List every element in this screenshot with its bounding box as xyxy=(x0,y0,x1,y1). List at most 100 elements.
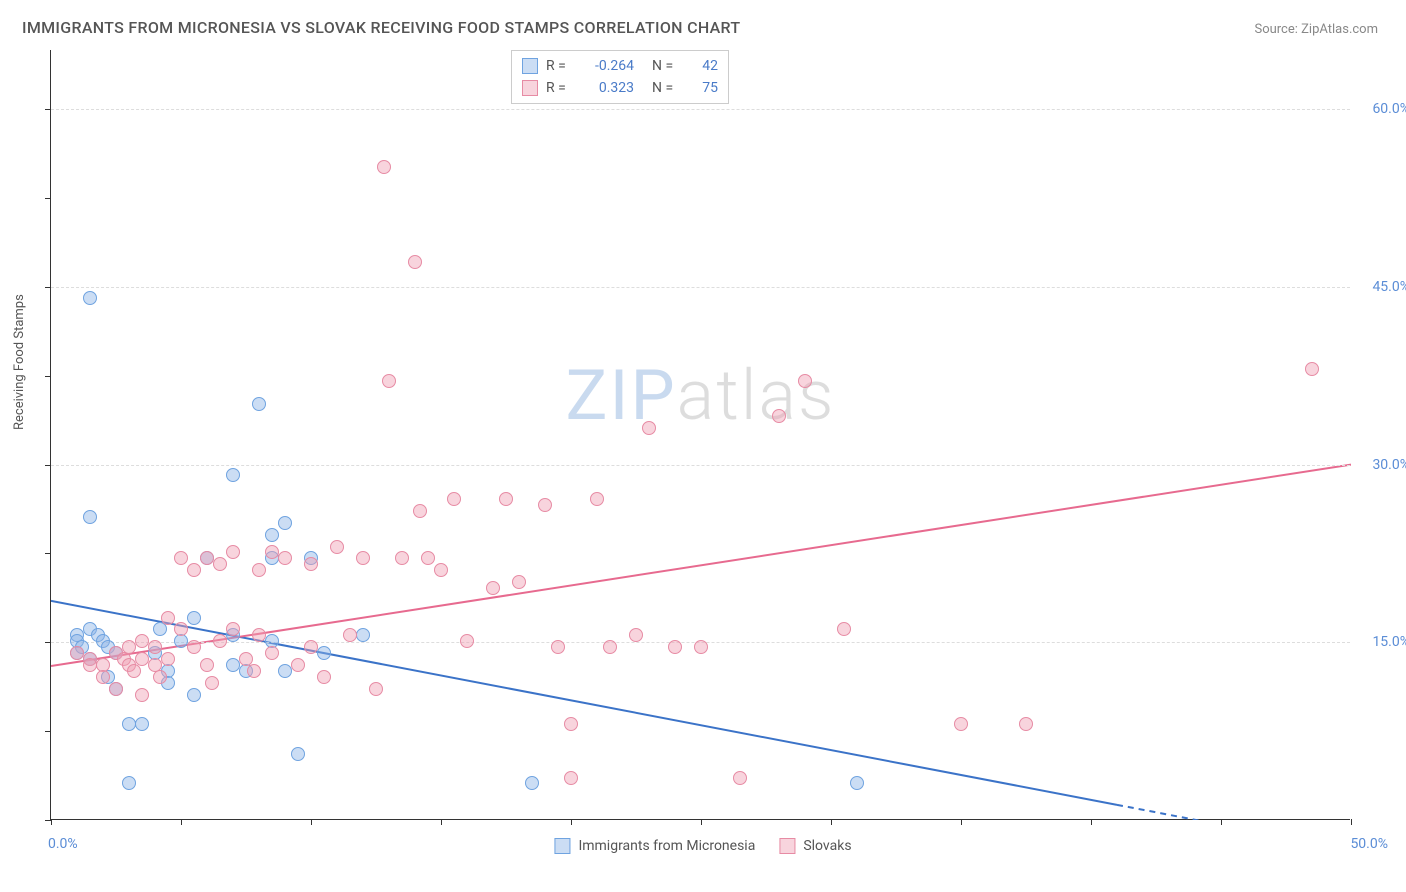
scatter-point xyxy=(564,717,578,731)
x-tick xyxy=(831,819,832,825)
scatter-point xyxy=(226,622,240,636)
x-tick xyxy=(51,819,52,825)
scatter-point xyxy=(733,771,747,785)
scatter-point xyxy=(122,640,136,654)
x-tick xyxy=(1221,819,1222,825)
scatter-point xyxy=(148,640,162,654)
legend-item: Immigrants from Micronesia xyxy=(554,838,755,854)
scatter-point xyxy=(772,409,786,423)
scatter-point xyxy=(187,640,201,654)
scatter-point xyxy=(499,492,513,506)
x-tick xyxy=(1091,819,1092,825)
legend-series: Immigrants from Micronesia Slovaks xyxy=(554,838,851,854)
y-tick xyxy=(45,731,51,732)
scatter-point xyxy=(317,670,331,684)
scatter-point xyxy=(369,682,383,696)
scatter-point xyxy=(382,374,396,388)
scatter-point xyxy=(153,670,167,684)
scatter-point xyxy=(174,551,188,565)
scatter-point xyxy=(252,628,266,642)
scatter-point xyxy=(252,563,266,577)
watermark-atlas: atlas xyxy=(677,355,836,437)
scatter-point xyxy=(265,646,279,660)
scatter-point xyxy=(226,468,240,482)
chart-plot-area: ZIPatlas R =-0.264N =42R =0.323N =75 15.… xyxy=(50,50,1350,820)
legend-r-label: R = xyxy=(546,77,574,99)
scatter-point xyxy=(954,717,968,731)
scatter-point xyxy=(668,640,682,654)
watermark: ZIPatlas xyxy=(566,355,836,437)
legend-n-label: N = xyxy=(652,55,680,77)
source-label: Source: ZipAtlas.com xyxy=(1254,22,1378,37)
scatter-point xyxy=(187,688,201,702)
scatter-point xyxy=(187,611,201,625)
scatter-point xyxy=(512,575,526,589)
scatter-point xyxy=(122,717,136,731)
legend-n-value: 42 xyxy=(688,55,718,77)
chart-title: IMMIGRANTS FROM MICRONESIA VS SLOVAK REC… xyxy=(22,18,740,37)
scatter-point xyxy=(330,540,344,554)
trend-line xyxy=(51,601,1117,805)
scatter-point xyxy=(1019,717,1033,731)
scatter-point xyxy=(551,640,565,654)
x-tick xyxy=(311,819,312,825)
x-tick xyxy=(441,819,442,825)
trend-lines-svg xyxy=(51,50,1351,820)
scatter-point xyxy=(642,421,656,435)
scatter-point xyxy=(434,563,448,577)
scatter-point xyxy=(564,771,578,785)
scatter-point xyxy=(70,646,84,660)
scatter-point xyxy=(447,492,461,506)
x-axis-min-label: 0.0% xyxy=(48,836,78,852)
x-tick xyxy=(571,819,572,825)
y-tick xyxy=(45,642,51,643)
scatter-point xyxy=(252,397,266,411)
scatter-point xyxy=(460,634,474,648)
y-tick xyxy=(45,553,51,554)
x-tick xyxy=(181,819,182,825)
scatter-point xyxy=(213,634,227,648)
scatter-point xyxy=(525,776,539,790)
scatter-point xyxy=(421,551,435,565)
scatter-point xyxy=(395,551,409,565)
scatter-point xyxy=(174,622,188,636)
legend-row: R =0.323N =75 xyxy=(522,77,718,99)
y-axis-tick-label: 60.0% xyxy=(1372,101,1406,117)
scatter-point xyxy=(83,291,97,305)
x-tick xyxy=(961,819,962,825)
legend-item: Slovaks xyxy=(779,838,851,854)
scatter-point xyxy=(200,658,214,672)
scatter-point xyxy=(213,557,227,571)
y-axis-tick-label: 45.0% xyxy=(1372,279,1406,295)
scatter-point xyxy=(278,551,292,565)
scatter-point xyxy=(83,658,97,672)
scatter-point xyxy=(200,551,214,565)
scatter-point xyxy=(187,563,201,577)
scatter-point xyxy=(343,628,357,642)
legend-swatch xyxy=(522,80,538,96)
scatter-point xyxy=(291,747,305,761)
scatter-point xyxy=(538,498,552,512)
trend-line xyxy=(51,465,1351,666)
x-tick xyxy=(1351,819,1352,825)
legend-swatch xyxy=(779,838,795,854)
x-axis-max-label: 50.0% xyxy=(1350,836,1388,852)
scatter-point xyxy=(603,640,617,654)
scatter-point xyxy=(1305,362,1319,376)
trend-line-dashed xyxy=(1117,805,1351,820)
scatter-point xyxy=(590,492,604,506)
legend-series-name: Immigrants from Micronesia xyxy=(578,838,755,854)
legend-r-value: -0.264 xyxy=(582,55,634,77)
scatter-point xyxy=(205,676,219,690)
scatter-point xyxy=(135,688,149,702)
legend-n-value: 75 xyxy=(688,77,718,99)
scatter-point xyxy=(356,551,370,565)
scatter-point xyxy=(135,634,149,648)
y-axis-tick-label: 15.0% xyxy=(1372,634,1406,650)
y-tick xyxy=(45,376,51,377)
scatter-point xyxy=(247,664,261,678)
legend-r-value: 0.323 xyxy=(582,77,634,99)
scatter-point xyxy=(226,658,240,672)
scatter-point xyxy=(135,717,149,731)
scatter-point xyxy=(83,510,97,524)
